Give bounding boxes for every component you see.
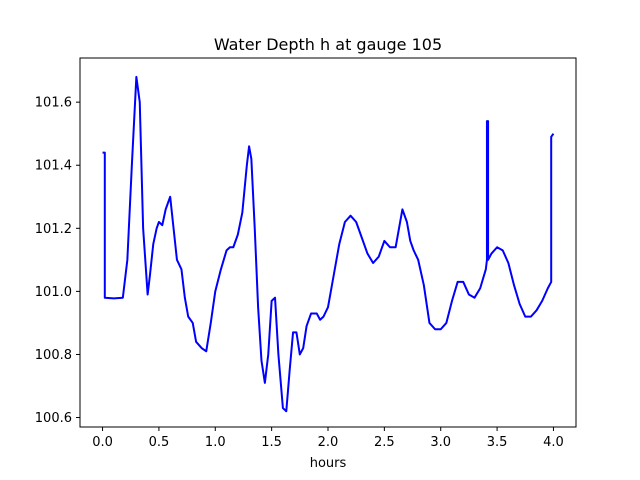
y-tick-label: 100.6 — [35, 411, 72, 426]
chart-title: Water Depth h at gauge 105 — [214, 35, 442, 54]
y-tick-label: 101.6 — [35, 96, 72, 111]
y-tick-label: 101.0 — [35, 285, 72, 300]
axes-frame — [79, 57, 577, 428]
x-tick-label: 3.5 — [487, 435, 508, 450]
y-tick-label: 100.8 — [35, 348, 72, 363]
x-tick-label: 0.0 — [92, 435, 113, 450]
y-axis-ticks: 100.6 100.8 101.0 101.2 101.4 101.6 — [35, 96, 80, 426]
x-tick-label: 0.5 — [149, 435, 170, 450]
x-tick-label: 1.5 — [261, 435, 282, 450]
y-tick-label: 101.2 — [35, 222, 72, 237]
x-axis-ticks: 0.0 0.5 1.0 1.5 2.0 2.5 3.0 3.5 4.0 — [92, 427, 564, 450]
x-tick-label: 3.0 — [430, 435, 451, 450]
x-tick-label: 4.0 — [543, 435, 564, 450]
series-line-0 — [102, 75, 555, 413]
x-tick-label: 1.0 — [205, 435, 226, 450]
x-tick-label: 2.5 — [374, 435, 395, 450]
plot-area — [102, 75, 555, 413]
y-tick-label: 101.4 — [35, 159, 72, 174]
x-tick-label: 2.0 — [318, 435, 339, 450]
x-axis-label: hours — [310, 456, 347, 471]
